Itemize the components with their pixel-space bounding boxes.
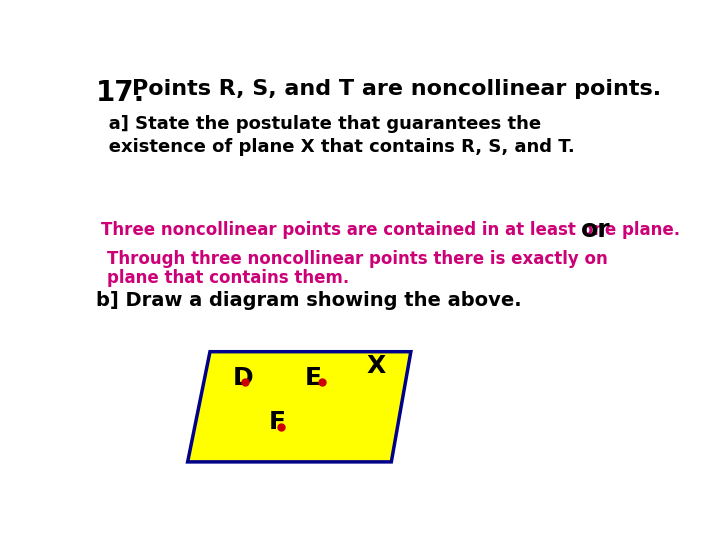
Text: existence of plane X that contains R, S, and T.: existence of plane X that contains R, S,… [90, 138, 575, 156]
Text: Points R, S, and T are noncollinear points.: Points R, S, and T are noncollinear poin… [132, 79, 661, 99]
Text: E: E [305, 366, 322, 390]
Text: Three noncollinear points are contained in at least one plane.: Three noncollinear points are contained … [101, 221, 680, 239]
Polygon shape [188, 352, 411, 462]
Text: F: F [269, 410, 286, 434]
Text: plane that contains them.: plane that contains them. [107, 268, 349, 287]
Text: 17.: 17. [96, 79, 145, 107]
Text: b] Draw a diagram showing the above.: b] Draw a diagram showing the above. [96, 292, 521, 310]
Text: a] State the postulate that guarantees the: a] State the postulate that guarantees t… [90, 114, 541, 133]
Text: Through three noncollinear points there is exactly on: Through three noncollinear points there … [107, 250, 608, 268]
Text: or: or [581, 218, 611, 242]
Text: X: X [366, 354, 385, 378]
Text: D: D [233, 366, 253, 390]
